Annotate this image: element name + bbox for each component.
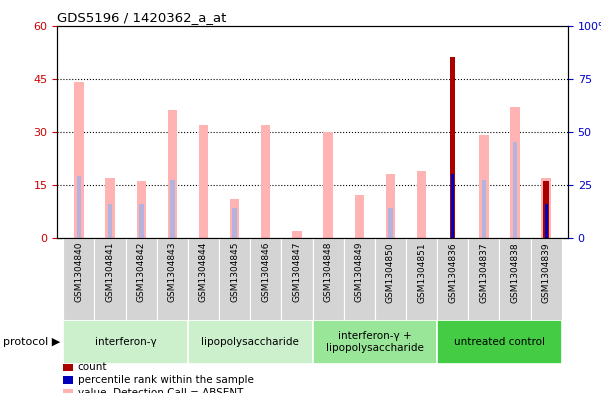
- Bar: [531, 238, 562, 320]
- Text: GSM1304837: GSM1304837: [480, 242, 489, 303]
- Bar: [219, 238, 250, 320]
- Bar: [481, 180, 486, 238]
- Bar: [513, 142, 517, 238]
- Text: GSM1304841: GSM1304841: [106, 242, 115, 302]
- Text: lipopolysaccharide: lipopolysaccharide: [201, 337, 299, 347]
- Bar: [108, 204, 112, 238]
- Bar: [468, 238, 499, 320]
- Bar: [75, 82, 84, 238]
- Text: GSM1304839: GSM1304839: [542, 242, 551, 303]
- Bar: [388, 208, 392, 238]
- Text: GSM1304846: GSM1304846: [261, 242, 270, 302]
- Text: protocol ▶: protocol ▶: [3, 337, 60, 347]
- Text: GSM1304848: GSM1304848: [323, 242, 332, 302]
- Bar: [313, 238, 344, 320]
- Bar: [139, 204, 144, 238]
- Bar: [499, 238, 531, 320]
- Bar: [355, 195, 364, 238]
- Text: GSM1304851: GSM1304851: [417, 242, 426, 303]
- Bar: [157, 238, 188, 320]
- Bar: [261, 125, 270, 238]
- Bar: [450, 57, 456, 238]
- Bar: [76, 176, 81, 238]
- Text: GDS5196 / 1420362_a_at: GDS5196 / 1420362_a_at: [57, 11, 227, 24]
- Bar: [542, 178, 551, 238]
- Bar: [188, 238, 219, 320]
- Text: count: count: [78, 362, 107, 373]
- Bar: [406, 238, 437, 320]
- Text: percentile rank within the sample: percentile rank within the sample: [78, 375, 254, 385]
- Bar: [386, 174, 395, 238]
- Bar: [188, 320, 313, 364]
- Text: interferon-γ +
lipopolysaccharide: interferon-γ + lipopolysaccharide: [326, 331, 424, 353]
- Bar: [281, 238, 313, 320]
- Bar: [105, 178, 115, 238]
- Text: GSM1304840: GSM1304840: [75, 242, 84, 302]
- Bar: [230, 199, 239, 238]
- Text: value, Detection Call = ABSENT: value, Detection Call = ABSENT: [78, 387, 243, 393]
- Text: GSM1304844: GSM1304844: [199, 242, 208, 302]
- Text: GSM1304850: GSM1304850: [386, 242, 395, 303]
- Bar: [313, 320, 437, 364]
- Text: GSM1304836: GSM1304836: [448, 242, 457, 303]
- Text: interferon-γ: interferon-γ: [95, 337, 156, 347]
- Text: GSM1304849: GSM1304849: [355, 242, 364, 302]
- Text: GSM1304842: GSM1304842: [136, 242, 145, 302]
- Text: GSM1304845: GSM1304845: [230, 242, 239, 302]
- Bar: [292, 231, 302, 238]
- Bar: [375, 238, 406, 320]
- Bar: [510, 107, 520, 238]
- Bar: [323, 132, 333, 238]
- Bar: [250, 238, 281, 320]
- Text: GSM1304847: GSM1304847: [293, 242, 302, 302]
- Bar: [63, 320, 188, 364]
- Bar: [168, 110, 177, 238]
- Bar: [437, 320, 562, 364]
- Bar: [479, 135, 489, 238]
- Bar: [451, 174, 454, 238]
- Text: GSM1304843: GSM1304843: [168, 242, 177, 302]
- Bar: [136, 181, 146, 238]
- Bar: [126, 238, 157, 320]
- Text: GSM1304838: GSM1304838: [510, 242, 519, 303]
- Bar: [233, 208, 237, 238]
- Bar: [63, 238, 94, 320]
- Bar: [437, 238, 468, 320]
- Text: untreated control: untreated control: [454, 337, 545, 347]
- Bar: [417, 171, 426, 238]
- Bar: [170, 180, 175, 238]
- Bar: [344, 238, 375, 320]
- Bar: [543, 181, 549, 238]
- Bar: [545, 204, 548, 238]
- Bar: [199, 125, 208, 238]
- Bar: [94, 238, 126, 320]
